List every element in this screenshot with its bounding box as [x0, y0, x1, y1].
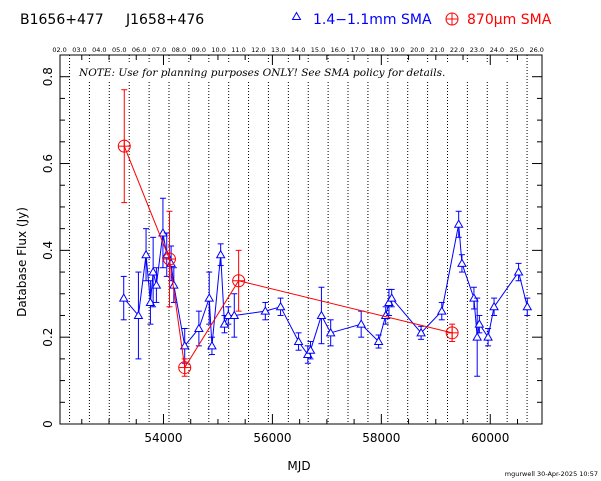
legend-red-circle-plus-icon	[445, 12, 459, 26]
year-gridlines	[69, 55, 528, 424]
data-point-triangle	[483, 332, 493, 341]
data-point-triangle	[260, 306, 271, 315]
data-point-circle-plus	[117, 139, 131, 153]
top-year-label: 23.0	[470, 46, 484, 54]
data-point-triangle	[145, 297, 156, 306]
top-year-label: 07.0	[152, 46, 166, 54]
x-tick-label: 54000	[144, 431, 182, 445]
data-point-triangle	[158, 227, 168, 237]
data-point-triangle	[416, 327, 426, 337]
y-tick-label: 0.6	[41, 154, 55, 173]
top-year-label: 08.0	[172, 46, 186, 54]
y-tick-label: 0.4	[41, 241, 55, 260]
data-point-triangle	[453, 219, 464, 228]
alt-source-name: J1658+476	[125, 12, 204, 28]
top-year-label: 05.0	[112, 46, 126, 54]
note-banner: NOTE: Use for planning purposes ONLY! Se…	[74, 64, 524, 80]
data-point-triangle	[436, 306, 447, 315]
data-point-triangle	[293, 336, 304, 346]
top-year-label: 14.0	[291, 46, 305, 54]
top-year-label: 21.0	[430, 46, 444, 54]
data-point-triangle	[522, 301, 533, 311]
legend-red-suffix: SMA	[516, 12, 551, 28]
data-point-triangle	[325, 327, 336, 337]
data-point-triangle	[457, 258, 467, 267]
data-point-triangle	[179, 340, 190, 350]
data-point-triangle	[356, 319, 367, 328]
x-tick-label: 58000	[362, 431, 400, 445]
x-tick-label: 56000	[253, 431, 291, 445]
top-year-label: 09.0	[192, 46, 206, 54]
top-year-label: 06.0	[132, 46, 146, 54]
legend-blue: 1.4−1.1mm SMA	[291, 11, 432, 28]
y-tick-label: 0.8	[41, 67, 55, 86]
top-year-label: 04.0	[92, 46, 106, 54]
data-point-triangle	[148, 267, 158, 276]
data-point-circle-plus	[178, 361, 192, 375]
top-year-label: 13.0	[271, 46, 285, 54]
top-year-label: 12.0	[251, 46, 265, 54]
legend-blue-triangle-icon	[291, 11, 302, 20]
top-year-label: 02.0	[52, 46, 66, 54]
data-point-circle-plus	[445, 326, 459, 340]
top-year-label: 22.0	[450, 46, 464, 54]
data-point-triangle	[194, 323, 204, 332]
data-point-triangle	[223, 310, 234, 319]
top-year-label: 10.0	[211, 46, 225, 54]
note-text: NOTE: Use for planning purposes ONLY! Se…	[78, 67, 445, 79]
top-year-label: 26.0	[529, 46, 543, 54]
axes: 54000 56000 58000 60000 0 0.2 0.4 0.6 0.8	[41, 54, 543, 445]
data-point-triangle	[472, 332, 483, 341]
top-year-label: 25.0	[510, 46, 524, 54]
data-point-triangle	[133, 310, 144, 319]
x-axis-title: MJD	[287, 459, 310, 473]
data-point-triangle	[384, 297, 394, 306]
data-point-circle-plus	[162, 252, 176, 266]
footer-credit: mgurwell 30-Apr-2025 10:57	[505, 470, 598, 478]
legend-blue-label: 1.4−1.1mm SMA	[313, 12, 432, 28]
source-name: B1656+477	[20, 12, 104, 28]
top-year-label: 03.0	[72, 46, 86, 54]
data-series	[117, 89, 533, 377]
legend-red-label: 870μm SMA	[467, 12, 552, 28]
data-point-triangle	[513, 267, 524, 276]
y-axis-title: Database Flux (Jy)	[15, 207, 29, 317]
series-1p4mm	[118, 197, 533, 377]
top-year-label: 24.0	[490, 46, 504, 54]
note-background	[74, 64, 524, 80]
y-tick-label: 0.2	[41, 328, 55, 347]
top-year-label: 18.0	[370, 46, 384, 54]
top-year-label: 16.0	[331, 46, 345, 54]
data-point-triangle	[489, 301, 499, 311]
data-point-triangle	[215, 249, 226, 259]
data-point-triangle	[151, 280, 162, 289]
data-point-triangle	[305, 345, 316, 354]
top-year-axis: 02.0 03.0 04.0 05.0 06.0 07.0 08.0 09.0 10.0 11.0…	[52, 46, 544, 54]
plot-frame	[59, 54, 543, 425]
data-point-triangle	[302, 349, 313, 359]
x-tick-label: 60000	[471, 431, 509, 445]
data-point-triangle	[204, 293, 215, 302]
data-point-triangle	[386, 293, 397, 302]
data-point-triangle	[141, 249, 151, 259]
data-point-circle-plus	[232, 274, 246, 288]
series-870um	[117, 89, 459, 377]
legend-red-unit: μm	[494, 12, 517, 28]
top-year-label: 19.0	[390, 46, 404, 54]
legend-red-prefix: 870	[467, 12, 494, 28]
top-year-label: 20.0	[410, 46, 424, 54]
data-point-triangle	[474, 319, 485, 328]
data-point-triangle	[275, 301, 286, 311]
data-point-triangle	[316, 310, 327, 319]
top-year-label: 17.0	[351, 46, 365, 54]
data-point-triangle	[229, 310, 240, 319]
data-point-triangle	[118, 293, 129, 302]
y-tick-label: 0	[41, 420, 55, 428]
top-year-label: 11.0	[231, 46, 245, 54]
data-point-triangle	[373, 336, 384, 346]
legend-red: 870μm SMA	[445, 12, 552, 28]
top-year-label: 15.0	[311, 46, 325, 54]
data-point-triangle	[207, 340, 217, 350]
